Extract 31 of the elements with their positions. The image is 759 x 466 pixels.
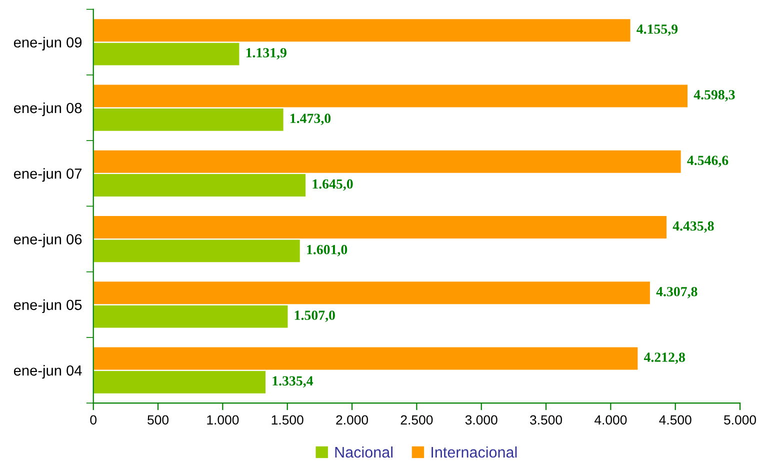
x-tick-label: 1.500: [272, 415, 304, 425]
y-tick-label: ene-jun 08: [14, 102, 82, 116]
y-tick-label: ene-jun 04: [14, 364, 82, 379]
data-label: 4.155,9: [636, 24, 678, 36]
data-label: 1.601,0: [307, 244, 348, 256]
data-label: 1.507,0: [294, 310, 335, 322]
data-label: 1.131,9: [246, 48, 286, 60]
data-label: 4.212,8: [644, 352, 685, 364]
data-label: 1.645,0: [312, 179, 353, 191]
y-tick-label: ene-jun 07: [14, 168, 82, 182]
x-tick-label: 4.500: [659, 415, 692, 425]
data-label: 1.335,4: [272, 376, 314, 388]
data-label: 4.546,6: [687, 156, 728, 168]
legend-label: Nacional: [335, 446, 392, 458]
x-tick-label: 2.500: [400, 415, 433, 425]
data-label: 1.473,0: [290, 114, 331, 126]
legend-label: Internacional: [432, 446, 517, 458]
data-label: 4.598,3: [694, 90, 735, 102]
x-tick-label: 4.000: [594, 415, 627, 425]
y-tick-label: ene-jun 09: [14, 36, 82, 50]
y-tick-label: ene-jun 05: [14, 299, 82, 313]
y-tick-label: ene-jun 06: [14, 234, 82, 248]
x-tick-label: 500: [148, 415, 169, 425]
x-tick-label: 0: [90, 415, 97, 425]
data-label: 4.435,8: [672, 221, 714, 233]
x-tick-label: 3.500: [530, 415, 562, 425]
x-tick-label: 1.000: [207, 415, 239, 425]
x-tick-label: 3.000: [465, 415, 498, 425]
data-label: 4.307,8: [656, 286, 698, 298]
x-tick-label: 2.000: [336, 415, 368, 425]
x-tick-label: 5.000: [724, 415, 756, 425]
